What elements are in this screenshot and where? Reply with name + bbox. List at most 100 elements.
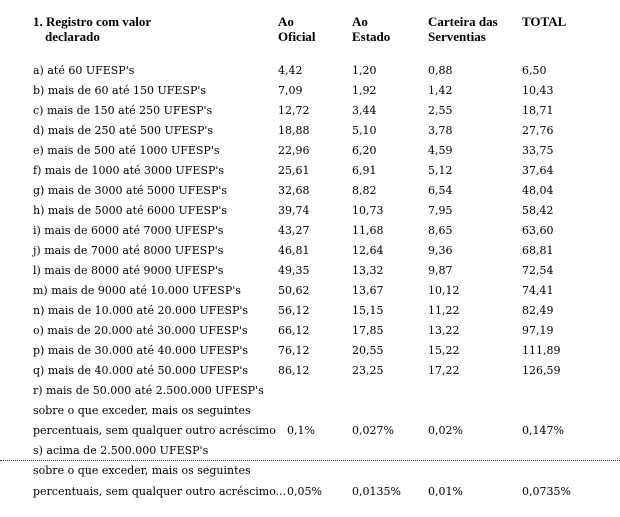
- cell-estado: 6,20: [352, 144, 377, 157]
- row-label: j) mais de 7000 até 8000 UFESP's: [33, 244, 224, 257]
- header-carteira: Carteira das Serventias: [428, 14, 498, 44]
- table-row: f) mais de 1000 até 3000 UFESP's 25,61 6,9…: [0, 161, 620, 181]
- cell-total: 111,89: [522, 344, 561, 357]
- cell-estado: 13,32: [352, 264, 384, 277]
- row-label: r) mais de 50.000 até 2.500.000 UFESP's: [33, 384, 264, 397]
- table-row-r-line2: sobre o que exceder, mais os seguintes: [0, 401, 620, 421]
- cell-total: 27,76: [522, 124, 554, 137]
- cell-total: 58,42: [522, 204, 554, 217]
- table-row: c) mais de 150 até 250 UFESP's 12,72 3,44 2…: [0, 101, 620, 121]
- row-label: f) mais de 1000 até 3000 UFESP's: [33, 164, 225, 177]
- cell-carteira: 5,12: [428, 164, 453, 177]
- header-col0-line2: declarado: [45, 29, 100, 44]
- row-label: sobre o que exceder, mais os seguintes: [33, 404, 251, 417]
- table-row-s-line1: s) acima de 2.500.000 UFESP's: [0, 441, 620, 461]
- cell-estado: 15,15: [352, 304, 384, 317]
- cell-estado: 17,85: [352, 324, 384, 337]
- cell-total: 72,54: [522, 264, 554, 277]
- cell-estado: 20,55: [352, 344, 384, 357]
- cell-oficial: 50,62: [278, 284, 310, 297]
- row-label: o) mais de 20.000 até 30.000 UFESP's: [33, 324, 248, 337]
- table-row: a) até 60 UFESP's 4,42 1,20 0,88 6,50: [0, 61, 620, 81]
- cell-oficial: 46,81: [278, 244, 310, 257]
- cell-carteira: 6,54: [428, 184, 453, 197]
- row-label: d) mais de 250 até 500 UFESP's: [33, 124, 214, 137]
- row-label: h) mais de 5000 até 6000 UFESP's: [33, 204, 228, 217]
- header-ao-estado: Ao Estado: [352, 14, 390, 44]
- cell-oficial: 4,42: [278, 64, 303, 77]
- row-label: b) mais de 60 até 150 UFESP's: [33, 84, 207, 97]
- cell-estado: 23,25: [352, 364, 384, 377]
- table-row: i) mais de 6000 até 7000 UFESP's 43,27 11,…: [0, 221, 620, 241]
- cell-estado: 5,10: [352, 124, 377, 137]
- cell-oficial: 18,88: [278, 124, 310, 137]
- cell-oficial: 43,27: [278, 224, 310, 237]
- cell-estado: 12,64: [352, 244, 384, 257]
- table-row: n) mais de 10.000 até 20.000 UFESP's 56,1…: [0, 301, 620, 321]
- cell-oficial: 22,96: [278, 144, 310, 157]
- table-row: e) mais de 500 até 1000 UFESP's 22,96 6,20…: [0, 141, 620, 161]
- cell-total: 33,75: [522, 144, 554, 157]
- cell-estado: 0,027%: [352, 424, 394, 437]
- cell-carteira: 11,22: [428, 304, 460, 317]
- cell-total: 18,71: [522, 104, 554, 117]
- table-row-s: percentuais, sem qualquer outro acréscim…: [0, 482, 620, 502]
- cell-estado: 1,92: [352, 84, 377, 97]
- row-label: q) mais de 40.000 até 50.000 UFESP's: [33, 364, 249, 377]
- row-label: percentuais, sem qualquer outro acréscim…: [33, 424, 276, 437]
- row-label: i) mais de 6000 até 7000 UFESP's: [33, 224, 224, 237]
- cell-total: 63,60: [522, 224, 554, 237]
- cell-carteira: 9,36: [428, 244, 453, 257]
- header-col2-line1: Ao: [352, 14, 368, 29]
- cell-oficial: 39,74: [278, 204, 310, 217]
- cell-carteira: 0,88: [428, 64, 453, 77]
- cell-oficial: 49,35: [278, 264, 310, 277]
- table-row: l) mais de 8000 até 9000 UFESP's 49,35 13,…: [0, 261, 620, 281]
- row-label: a) até 60 UFESP's: [33, 64, 135, 77]
- cell-oficial: 86,12: [278, 364, 310, 377]
- cell-total: 82,49: [522, 304, 554, 317]
- table-row: h) mais de 5000 até 6000 UFESP's 39,74 10,…: [0, 201, 620, 221]
- cell-estado: 13,67: [352, 284, 384, 297]
- cell-estado: 6,91: [352, 164, 377, 177]
- header-col4: TOTAL: [522, 14, 567, 29]
- cell-carteira: 13,22: [428, 324, 460, 337]
- cell-carteira: 0,02%: [428, 424, 463, 437]
- cell-carteira: 4,59: [428, 144, 453, 157]
- table-row: p) mais de 30.000 até 40.000 UFESP's 76,1…: [0, 341, 620, 361]
- cell-total: 0,0735%: [522, 485, 571, 498]
- row-label: p) mais de 30.000 até 40.000 UFESP's: [33, 344, 249, 357]
- header-col1-line1: Ao: [278, 14, 294, 29]
- table-row: m) mais de 9000 até 10.000 UFESP's 50,62 1…: [0, 281, 620, 301]
- header-col0-line1: Registro com valor: [46, 14, 152, 29]
- cell-carteira: 7,95: [428, 204, 453, 217]
- cell-oficial: 25,61: [278, 164, 310, 177]
- cell-oficial: 32,68: [278, 184, 310, 197]
- row-label: l) mais de 8000 até 9000 UFESP's: [33, 264, 224, 277]
- table-row: g) mais de 3000 até 5000 UFESP's 32,68 8,8…: [0, 181, 620, 201]
- cell-carteira: 1,42: [428, 84, 453, 97]
- cell-carteira: 3,78: [428, 124, 453, 137]
- cell-oficial: 0,1%: [287, 424, 315, 437]
- row-label: s) acima de 2.500.000 UFESP's: [33, 444, 209, 457]
- cell-oficial: 56,12: [278, 304, 310, 317]
- header-col2-line2: Estado: [352, 29, 391, 44]
- header-ao-oficial: Ao Oficial: [278, 14, 316, 44]
- table-row: b) mais de 60 até 150 UFESP's 7,09 1,92 1,4…: [0, 81, 620, 101]
- cell-carteira: 17,22: [428, 364, 460, 377]
- cell-carteira: 0,01%: [428, 485, 463, 498]
- row-label: percentuais, sem qualquer outro acréscim…: [33, 485, 287, 498]
- row-label: sobre o que exceder, mais os seguintes: [33, 464, 251, 477]
- section-number: 1.: [33, 14, 43, 29]
- cell-estado: 3,44: [352, 104, 377, 117]
- cell-total: 10,43: [522, 84, 554, 97]
- cell-carteira: 10,12: [428, 284, 460, 297]
- cell-estado: 0,0135%: [352, 485, 401, 498]
- header-registro: 1. Registro com valor declarado: [33, 14, 151, 44]
- cell-oficial: 12,72: [278, 104, 310, 117]
- cell-carteira: 9,87: [428, 264, 453, 277]
- table-row-s-line2: sobre o que exceder, mais os seguintes: [0, 461, 620, 481]
- cell-total: 126,59: [522, 364, 561, 377]
- row-label: e) mais de 500 até 1000 UFESP's: [33, 144, 220, 157]
